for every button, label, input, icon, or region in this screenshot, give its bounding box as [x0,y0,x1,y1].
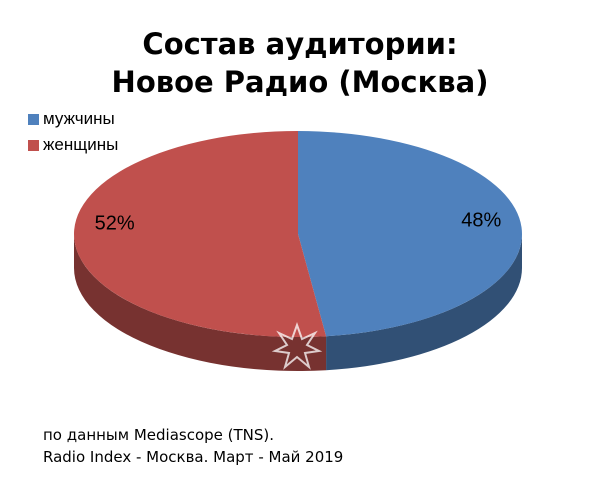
legend: мужчины женщины [28,106,118,158]
watermark-text: ALLEN MEDIA [233,373,352,392]
legend-swatch-women [28,139,39,151]
legend-item-men: мужчины [28,106,118,132]
watermark: ALLEN MEDIA [233,322,352,392]
source-note-line-2: Radio Index - Москва. Март - Май 2019 [43,448,344,466]
legend-label-women: женщины [43,135,119,154]
data-label-women: 52% [95,212,135,234]
star-burst-icon [271,322,323,370]
data-label-men: 48% [461,210,501,232]
pie-slice-side-women [74,234,327,371]
pie-slice-men [298,131,523,337]
legend-swatch-men [28,113,39,125]
source-note-line-1: по данным Mediascope (TNS). [43,426,275,444]
chart-title-line-2: Новое Радио (Москва) [111,65,489,99]
legend-item-women: женщины [28,132,118,158]
chart-title-line-1: Состав аудитории: [142,27,458,61]
pie-slice-side-men [326,234,522,371]
legend-label-men: мужчины [43,109,115,128]
pie-slice-women [74,131,327,337]
